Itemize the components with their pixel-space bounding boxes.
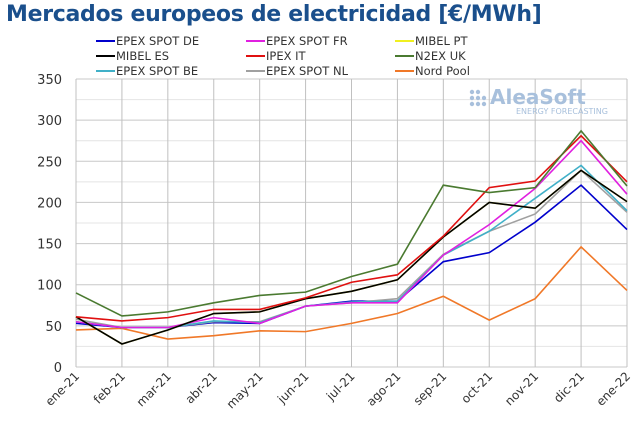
- y-tick-label: 350: [37, 73, 62, 88]
- series-line-epex-spot-fr: [75, 139, 628, 329]
- series-line-ipex-it: [75, 134, 628, 322]
- x-tick-label: ene-21: [43, 369, 83, 409]
- y-tick-label: 50: [45, 320, 62, 335]
- x-tick-label: dic-21: [551, 369, 587, 405]
- watermark-dot: [481, 95, 487, 101]
- x-tick-label: mar-21: [134, 369, 174, 409]
- x-tick-label: may-21: [224, 369, 266, 411]
- watermark-dot: [475, 95, 481, 101]
- watermark-dot: [469, 101, 475, 107]
- legend-label: IPEX IT: [266, 49, 307, 63]
- x-tick-label: nov-21: [502, 369, 541, 408]
- watermark-dot: [469, 95, 475, 101]
- x-tick-label: oct-21: [458, 369, 495, 406]
- legend-label: MIBEL PT: [415, 34, 468, 48]
- x-tick-label: feb-21: [91, 369, 128, 406]
- y-tick-label: 100: [37, 279, 62, 294]
- legend-label: EPEX SPOT FR: [266, 34, 348, 48]
- legend-label: EPEX SPOT DE: [116, 34, 199, 48]
- watermark-brand: AleaSoft: [490, 85, 586, 109]
- legend-label: EPEX SPOT NL: [266, 64, 349, 78]
- watermark-dot: [481, 101, 487, 107]
- x-tick-label: jul-21: [323, 369, 358, 404]
- watermark-dot: [475, 89, 481, 95]
- legend-label: MIBEL ES: [116, 49, 169, 63]
- series-line-mibel-es: [75, 169, 628, 345]
- chart-title: Mercados europeos de electricidad [€/MWh…: [6, 2, 542, 27]
- x-tick-label: ago-21: [364, 369, 404, 409]
- x-tick-label: ene-22: [594, 369, 634, 409]
- y-tick-label: 300: [37, 114, 62, 129]
- series-line-nord-pool: [75, 245, 628, 340]
- legend-label: Nord Pool: [415, 64, 470, 78]
- y-tick-label: 250: [37, 155, 62, 170]
- watermark-dot: [469, 89, 475, 95]
- y-tick-label: 150: [37, 238, 62, 253]
- x-tick-label: abr-21: [183, 369, 220, 406]
- watermark-tagline: ENERGY FORECASTING: [516, 107, 608, 116]
- legend-label: EPEX SPOT BE: [116, 64, 198, 78]
- y-tick-label: 0: [54, 361, 62, 376]
- x-tick-label: sep-21: [411, 369, 450, 408]
- legend-label: N2EX UK: [415, 49, 466, 63]
- y-tick-label: 200: [37, 196, 62, 211]
- series-line-n2ex-uk: [75, 129, 628, 317]
- x-tick-label: jun-21: [274, 369, 312, 407]
- watermark-dot: [475, 101, 481, 107]
